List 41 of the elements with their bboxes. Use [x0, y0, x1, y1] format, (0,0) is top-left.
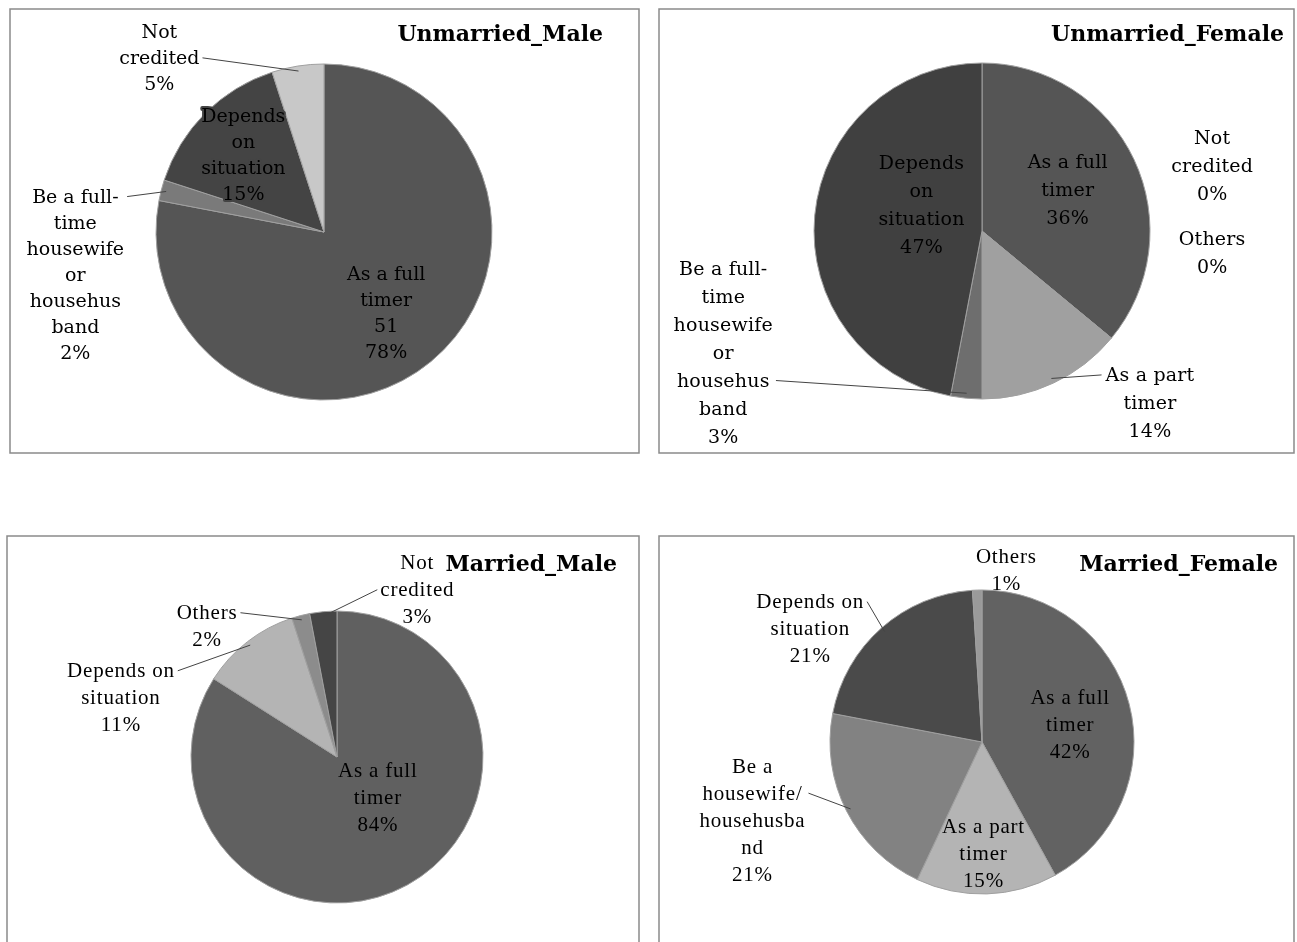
data-label: 21%: [732, 861, 773, 886]
data-label: 1%: [991, 570, 1022, 595]
chart-title: Unmarried_Male: [397, 20, 603, 46]
category-label: Others: [1178, 227, 1246, 250]
data-label: 2%: [192, 627, 222, 652]
data-label: 3%: [708, 424, 739, 447]
data-label: 2%: [60, 340, 91, 363]
slice-label: Depends on situation: [67, 658, 175, 710]
slice-label: Others: [176, 600, 238, 625]
data-label: 42%: [1049, 739, 1091, 764]
slice-label: Depends on situation: [201, 104, 286, 179]
data-label: 3%: [402, 604, 433, 629]
data-label: 36%: [1046, 205, 1090, 228]
chart-title: Married_Female: [1079, 550, 1278, 576]
slice-label: Depends on situation: [878, 150, 965, 229]
text: 0%: [1196, 255, 1228, 278]
slice-label: Not credited: [119, 19, 200, 68]
data-label: 21%: [789, 643, 831, 668]
text: 0%: [1196, 182, 1228, 205]
category-label: Not credited: [1171, 126, 1254, 177]
data-label: 51 78%: [365, 314, 408, 363]
slice-label: As a part timer: [942, 814, 1026, 866]
slice-label: Be a full- time housewife or househus band: [26, 184, 125, 337]
data-label: 84%: [357, 811, 399, 836]
slice-label: As a full timer: [346, 262, 426, 311]
data-label: 15%: [222, 182, 265, 205]
data-label: 11%: [100, 712, 141, 737]
slice-label: Others: [975, 543, 1037, 568]
data-label: 14%: [1128, 419, 1172, 442]
slice-label: As a full timer: [338, 757, 418, 809]
slice-label: Be a full- time housewife or househus band: [673, 256, 773, 419]
slice-label: Depends on situation: [756, 589, 865, 641]
slice-label: As a full timer: [1030, 685, 1110, 737]
slice-label: Be a housewife/ househusba nd: [699, 753, 806, 859]
data-label: 47%: [900, 234, 943, 257]
data-label: 15%: [963, 868, 1004, 893]
slice-label: As a part timer: [1104, 363, 1195, 414]
slice-label: As a full timer: [1026, 149, 1108, 200]
data-label: 5%: [144, 71, 175, 94]
text: Married_Male: [445, 550, 617, 576]
chart-title: Unmarried_Female: [1051, 20, 1284, 46]
